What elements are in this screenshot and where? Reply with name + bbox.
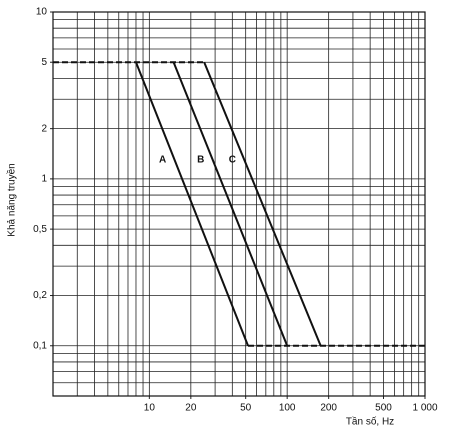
y-tick-label: 1 [41,174,47,185]
x-tick-label: 100 [279,403,296,414]
series-label: A [159,155,166,166]
x-tick-label: 500 [375,403,392,414]
y-tick-label: 0,1 [33,340,47,351]
x-axis-label: Tần số, Hz [346,416,394,428]
series-line [172,61,289,347]
series-label: B [197,155,204,166]
y-tick-label: 0,5 [33,224,47,235]
y-tick-label: 10 [36,7,48,18]
x-tick-label: 20 [185,403,197,414]
y-axis-label: Khả năng truyền [6,163,18,236]
x-tick-label: 1 000 [412,403,437,414]
series-line [203,61,322,347]
y-tick-label: 2 [41,123,47,134]
y-tick-label: 5 [41,57,47,68]
series-label: C [229,155,236,166]
y-tick-label: 0,2 [33,290,47,301]
x-tick-label: 50 [240,403,252,414]
x-tick-label: 10 [144,403,156,414]
plot-frame [52,11,426,397]
x-tick-label: 200 [320,403,337,414]
series-line [135,61,249,347]
